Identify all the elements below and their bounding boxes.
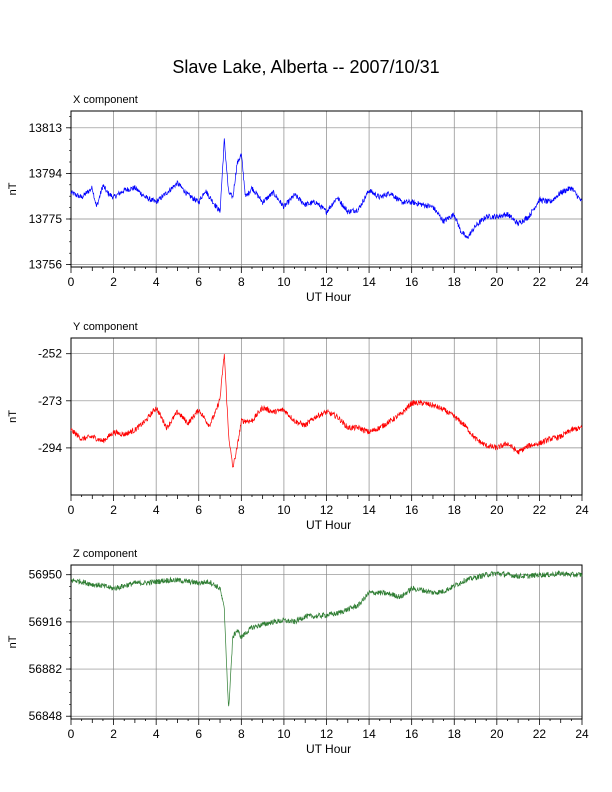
data-series-line — [70, 353, 583, 468]
x-tick-label: 2 — [110, 503, 117, 517]
x-tick-label: 8 — [238, 503, 245, 517]
y-tick-label: 13794 — [29, 166, 63, 180]
x-axis-label: UT Hour — [306, 290, 351, 304]
plot-frame — [70, 337, 583, 496]
chart-title: Y component — [73, 321, 138, 333]
page-title: Slave Lake, Alberta -- 2007/10/31 — [172, 57, 440, 77]
y-tick-label: 13775 — [29, 212, 63, 226]
x-tick-label: 10 — [277, 727, 291, 741]
x-tick-label: 0 — [68, 503, 75, 517]
x-tick-label: 18 — [448, 503, 462, 517]
y-axis-label: nT — [7, 635, 19, 648]
x-tick-label: 8 — [238, 275, 245, 289]
y-tick-label: 13756 — [29, 258, 63, 272]
x-tick-label: 0 — [68, 275, 75, 289]
x-tick-label: 12 — [320, 727, 334, 741]
y-tick-label: 56950 — [29, 568, 63, 582]
data-series-line — [70, 570, 583, 707]
x-tick-label: 6 — [195, 275, 202, 289]
x-tick-label: 4 — [153, 727, 160, 741]
chart-title: Z component — [73, 548, 137, 560]
x-tick-label: 8 — [238, 727, 245, 741]
y-tick-label: 56848 — [29, 709, 63, 723]
x-tick-label: 20 — [490, 275, 504, 289]
x-tick-label: 12 — [320, 503, 334, 517]
y-tick-label: -294 — [38, 441, 62, 455]
x-tick-label: 0 — [68, 727, 75, 741]
x-tick-label: 2 — [110, 727, 117, 741]
y-tick-label: -252 — [38, 347, 62, 361]
x-tick-label: 20 — [490, 503, 504, 517]
x-tick-label: 16 — [405, 727, 419, 741]
x-tick-label: 6 — [195, 727, 202, 741]
x-tick-label: 16 — [405, 275, 419, 289]
plot-frame — [70, 110, 583, 268]
plot-frame — [70, 564, 583, 720]
y-axis-label: nT — [7, 410, 19, 423]
y-tick-label: 56916 — [29, 615, 63, 629]
x-tick-label: 12 — [320, 275, 334, 289]
x-tick-label: 22 — [533, 727, 547, 741]
x-tick-label: 16 — [405, 503, 419, 517]
x-tick-label: 24 — [575, 275, 589, 289]
x-tick-label: 24 — [575, 503, 589, 517]
x-tick-label: 14 — [362, 503, 376, 517]
x-tick-label: 24 — [575, 727, 589, 741]
x-tick-label: 4 — [153, 503, 160, 517]
x-axis-label: UT Hour — [306, 518, 351, 532]
x-axis-label: UT Hour — [306, 742, 351, 756]
x-tick-label: 6 — [195, 503, 202, 517]
x-tick-label: 22 — [533, 275, 547, 289]
y-tick-label: -273 — [38, 394, 62, 408]
y-tick-label: 56882 — [29, 662, 63, 676]
x-tick-label: 4 — [153, 275, 160, 289]
x-tick-label: 18 — [448, 275, 462, 289]
x-tick-label: 14 — [362, 275, 376, 289]
x-tick-label: 10 — [277, 503, 291, 517]
x-tick-label: 18 — [448, 727, 462, 741]
data-series-line — [70, 138, 583, 239]
x-tick-label: 20 — [490, 727, 504, 741]
y-axis-label: nT — [7, 182, 19, 195]
y-tick-label: 13813 — [29, 121, 63, 135]
x-tick-label: 10 — [277, 275, 291, 289]
x-tick-label: 22 — [533, 503, 547, 517]
x-tick-label: 14 — [362, 727, 376, 741]
x-tick-label: 2 — [110, 275, 117, 289]
chart-title: X component — [73, 94, 138, 106]
